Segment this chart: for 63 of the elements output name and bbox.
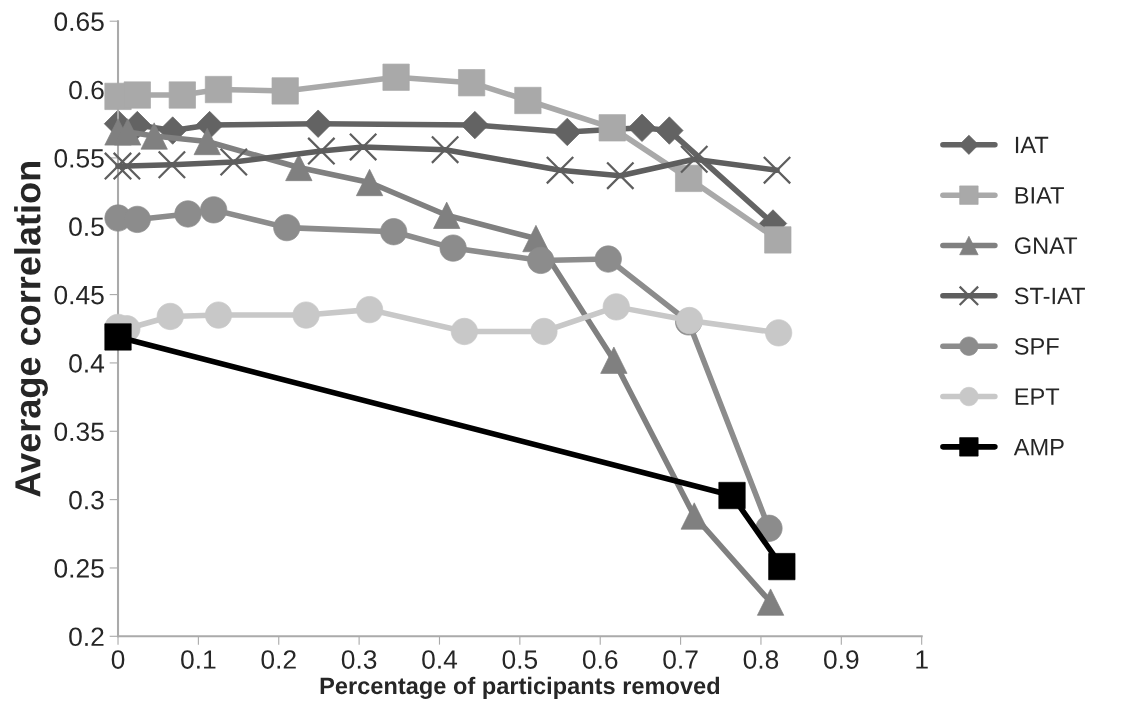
point: [439, 234, 467, 262]
point: [762, 155, 792, 185]
point: [594, 245, 622, 273]
point: [598, 114, 626, 142]
point: [193, 127, 221, 156]
y-tick-label: 0.6: [69, 80, 104, 100]
x-tick-label: 1: [916, 650, 928, 669]
x-tick-label: 0.9: [824, 650, 859, 669]
point: [104, 323, 132, 351]
point: [271, 77, 299, 105]
point: [765, 319, 793, 347]
y-tick-label: 0.65: [54, 12, 104, 32]
x-tick-label: 0.1: [181, 650, 216, 669]
point: [348, 132, 378, 162]
x-tick-label: 0.2: [261, 650, 296, 669]
point: [219, 147, 249, 177]
y-tick-label: 0.5: [69, 217, 104, 237]
point: [679, 144, 709, 174]
x-tick-label: 0.5: [502, 650, 538, 669]
x-tick-label: 0.7: [663, 650, 698, 669]
point: [450, 317, 478, 346]
y-tick-label: 0.2: [69, 627, 104, 647]
legend-label: GNAT: [1014, 237, 1078, 254]
y-tick-label: 0.25: [54, 559, 104, 578]
legend-label: BIAT: [1015, 187, 1064, 204]
point: [768, 553, 796, 581]
legend-label: ST-IAT: [1014, 287, 1085, 305]
point: [627, 113, 657, 142]
point: [123, 81, 151, 109]
y-tick-label: 0.35: [54, 422, 104, 442]
point: [273, 214, 301, 242]
point: [157, 150, 187, 180]
point: [545, 155, 575, 185]
point: [655, 116, 684, 145]
legend-label: EPT: [1015, 388, 1060, 405]
point: [114, 118, 142, 146]
point: [204, 301, 233, 329]
point: [430, 135, 460, 164]
x-tick-label: 0.8: [743, 650, 779, 669]
legend-label: SPF: [1014, 337, 1059, 355]
point: [514, 86, 542, 115]
y-tick-label: 0.3: [69, 490, 104, 510]
point: [356, 296, 384, 324]
point: [112, 151, 142, 181]
y-axis-title: Average correlation: [14, 162, 48, 497]
x-tick-label: 0.4: [422, 650, 458, 669]
x-tick-label: 0.3: [341, 650, 377, 669]
point: [103, 151, 133, 181]
legend-label: AMP: [1013, 438, 1064, 456]
point: [168, 81, 196, 109]
point: [553, 117, 582, 147]
point: [307, 136, 336, 166]
x-tick-label: 0.6: [582, 650, 618, 669]
x-tick-label: 0: [111, 650, 125, 669]
y-tick-label: 0.55: [54, 149, 104, 168]
legend-label: IAT: [1015, 136, 1049, 154]
y-tick-label: 0.4: [69, 354, 105, 373]
point: [304, 109, 333, 138]
point: [606, 161, 635, 190]
x-axis-title: Percentage of participants removed: [320, 676, 720, 699]
point: [460, 110, 489, 140]
point: [764, 226, 792, 254]
y-tick-label: 0.45: [54, 285, 104, 305]
